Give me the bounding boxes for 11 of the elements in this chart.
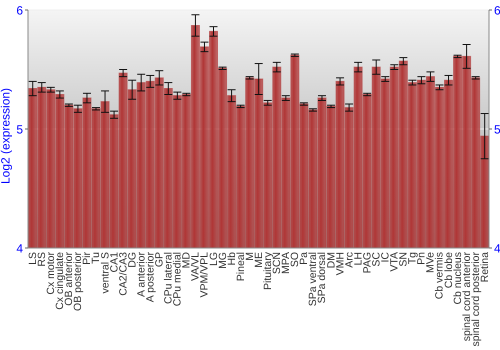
x-tick-label: Tg <box>406 252 419 264</box>
y-axis-title: Log2 (expression) <box>0 88 12 184</box>
y-tick-label: 6 <box>16 3 24 18</box>
y-tick-label: 5 <box>16 122 24 136</box>
y2-tick-label: 4 <box>494 241 500 256</box>
x-tick-label: OB posterior <box>72 252 84 311</box>
y-tick-label: 4 <box>16 241 24 256</box>
y2-tick-label: 5 <box>494 122 500 136</box>
y2-tick-label: 6 <box>494 3 500 18</box>
x-tick-label: RS <box>36 252 48 267</box>
x-tick-label: LS <box>26 252 39 265</box>
